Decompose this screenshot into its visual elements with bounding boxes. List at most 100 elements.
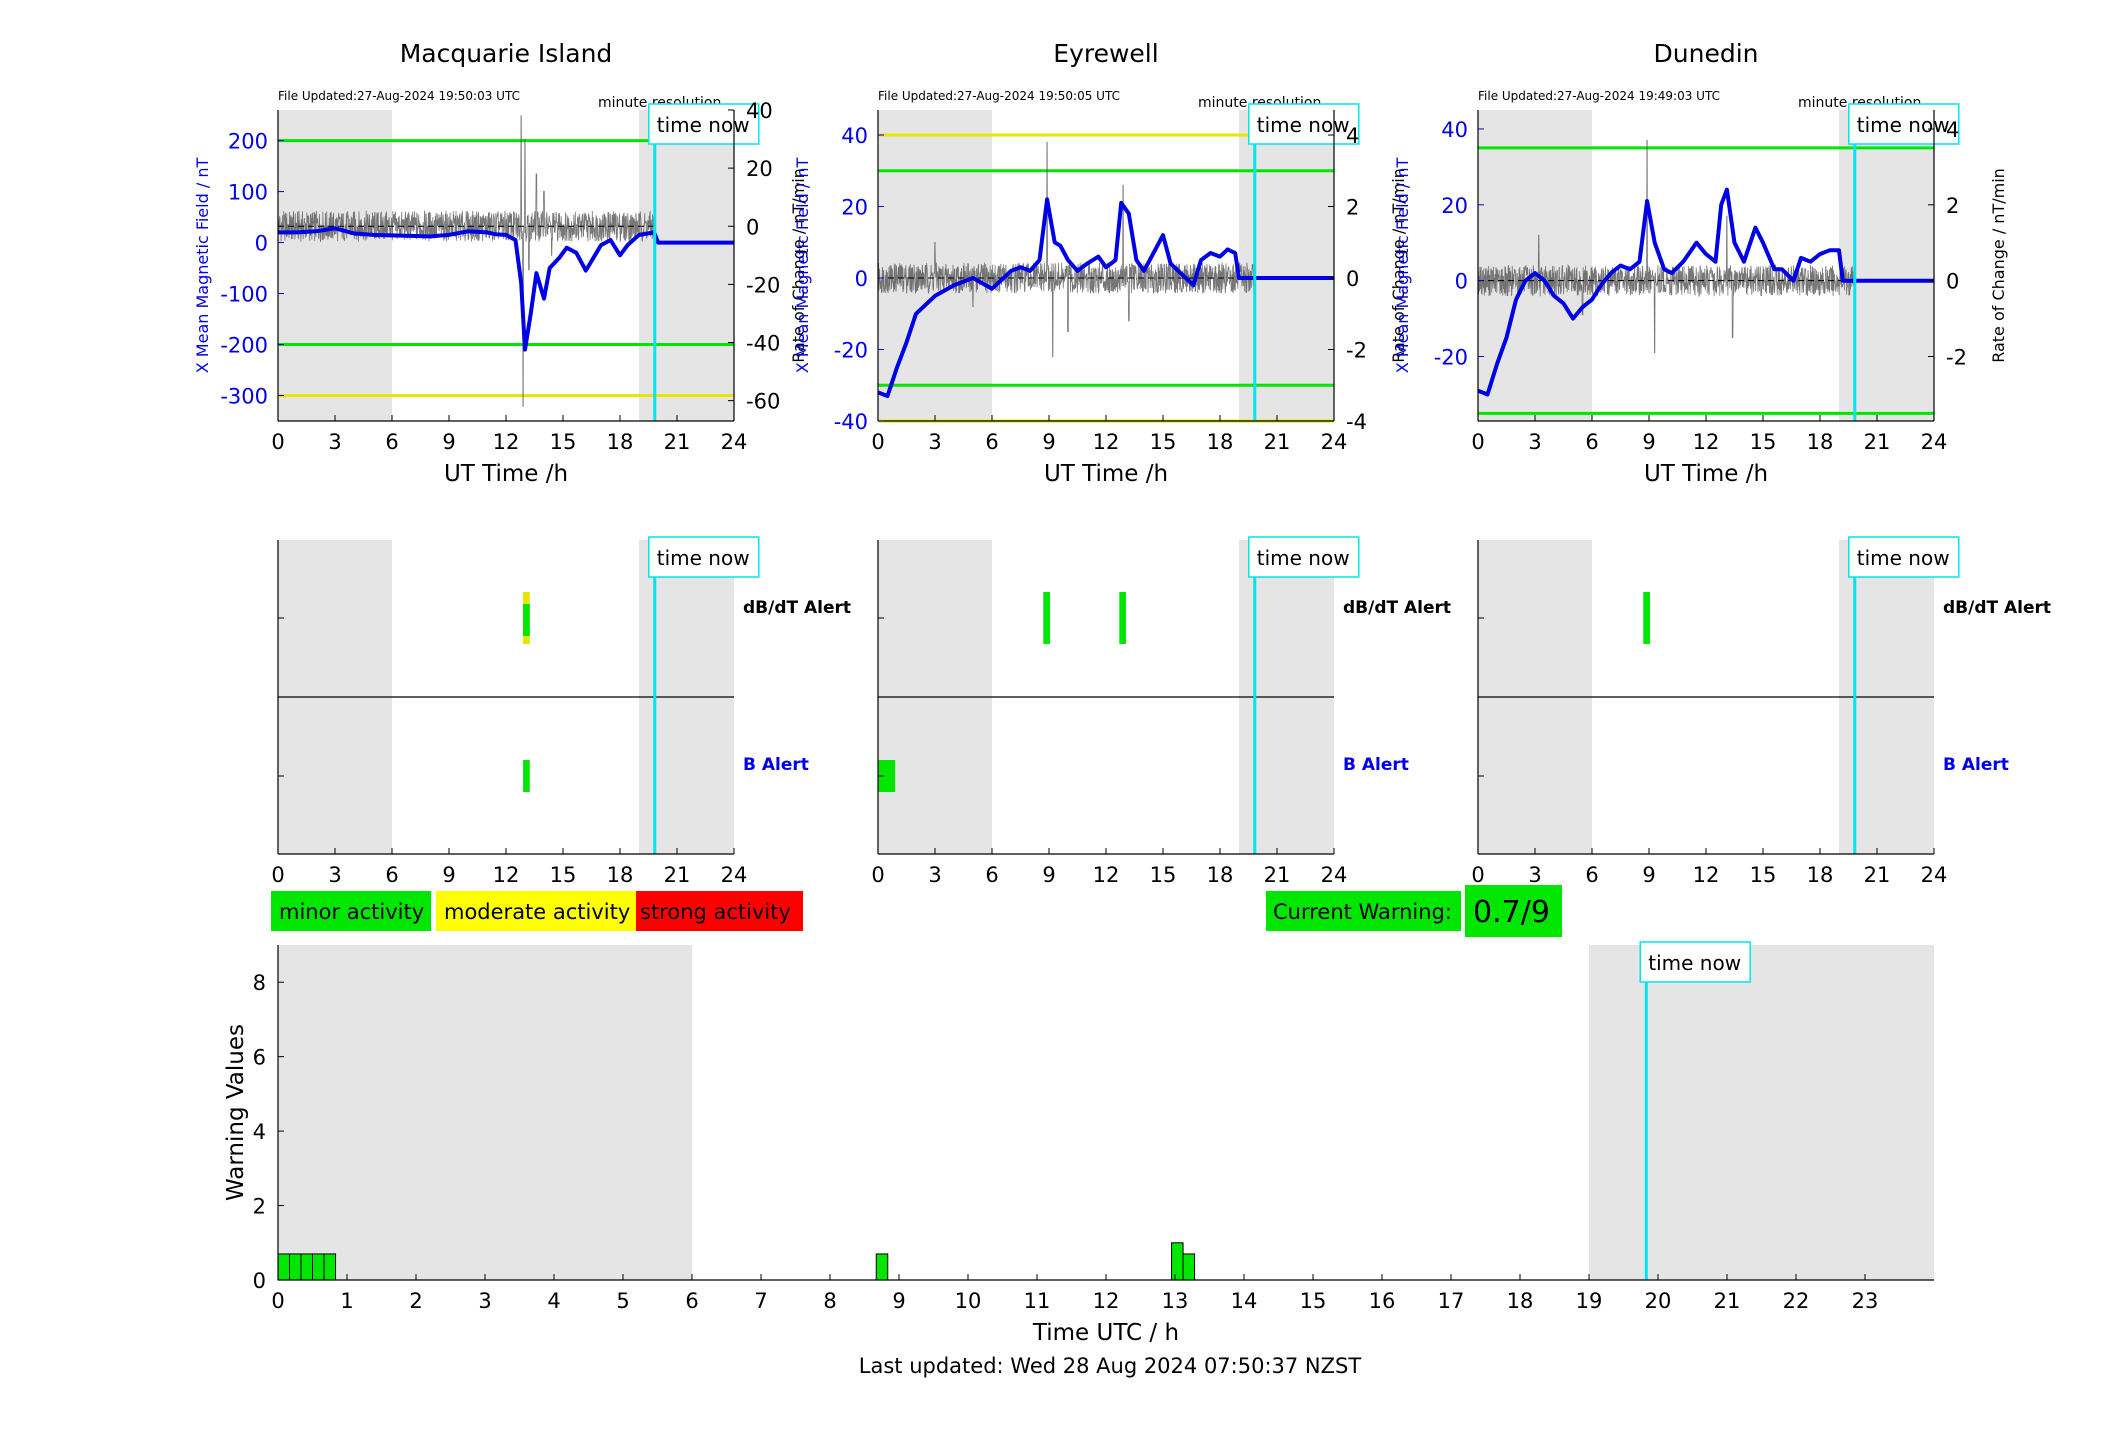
- x-tick-label: 21: [1264, 430, 1291, 454]
- x-tick-label: 9: [442, 430, 455, 454]
- x-tick-label: 9: [1042, 863, 1055, 887]
- x-axis-label: UT Time /h: [444, 461, 568, 487]
- moderate-activity-label: moderate activity: [444, 900, 630, 924]
- dbdt-alert-mark: [1043, 592, 1050, 644]
- strong-activity-label: strong activity: [640, 900, 791, 924]
- dbdt-alert-mark: [523, 604, 530, 636]
- shaded-period: [278, 110, 392, 421]
- dbdt-alert-mark: [1119, 592, 1126, 644]
- rate-of-change-trace: [1477, 139, 1856, 354]
- x-tick-label: 9: [892, 1289, 905, 1313]
- panel-0: Macquarie Island File Updated:27-Aug-2024…: [193, 39, 808, 487]
- x-tick-label: 6: [985, 863, 998, 887]
- station-title: Macquarie Island: [400, 39, 613, 68]
- shaded-period: [1589, 945, 1934, 1280]
- b-alert-mark: [523, 760, 530, 792]
- y-left-tick-label: -20: [1434, 346, 1468, 370]
- x-tick-label: 21: [1864, 863, 1891, 887]
- x-tick-label: 12: [493, 430, 520, 454]
- x-axis-label: UT Time /h: [1644, 461, 1768, 487]
- x-tick-label: 3: [1528, 863, 1541, 887]
- alert-panel-0: time now 0 3 6 9 12 15 18 21 24 dB/dT Alert B Alert: [271, 536, 851, 887]
- x-tick-label: 0: [1471, 863, 1484, 887]
- y-left-tick-label: 0: [255, 232, 268, 256]
- warning-bar: [277, 1253, 291, 1281]
- x-tick-label: 21: [1264, 863, 1291, 887]
- y-left-tick-label: -40: [834, 410, 868, 434]
- x-tick-label: 6: [985, 430, 998, 454]
- time-now-label: time now: [1257, 546, 1350, 570]
- x-tick-label: 12: [1093, 430, 1120, 454]
- minor-activity-swatch: [271, 891, 431, 931]
- alert-panel-2: time now 0 3 6 9 12 15 18 21 24 dB/dT Alert B Alert: [1471, 536, 2051, 887]
- time-now-box: [648, 103, 760, 145]
- warning-bar: [323, 1253, 337, 1281]
- y-tick-label: 0: [253, 1269, 266, 1293]
- warning-bar: [300, 1253, 313, 1281]
- x-tick-label: 15: [550, 430, 577, 454]
- x-tick-label: 18: [1807, 863, 1834, 887]
- y-right-tick-label: -60: [746, 390, 780, 414]
- x-tick-label: 23: [1852, 1289, 1879, 1313]
- time-now-label: time now: [657, 113, 750, 137]
- y-left-tick-label: 40: [841, 124, 868, 148]
- y-left-label: X Mean Magnetic Field / nT: [793, 158, 812, 374]
- moderate-activity-swatch: [436, 891, 636, 931]
- x-tick-label: 3: [328, 863, 341, 887]
- alert-panel-1: time now 0 3 6 9 12 15 18 21 24 dB/dT Alert B Alert: [871, 536, 1451, 887]
- x-tick-label: 15: [1750, 863, 1777, 887]
- x-tick-label: 12: [1693, 430, 1720, 454]
- y-left-tick-label: -100: [220, 283, 268, 307]
- x-tick-label: 18: [1207, 863, 1234, 887]
- strong-activity-swatch: [636, 891, 803, 931]
- x-tick-label: 9: [1642, 430, 1655, 454]
- dbdt-alert-mark: [1643, 592, 1650, 644]
- panel-2: Dunedin File Updated:27-Aug-2024 19:49:03…: [1393, 39, 2008, 487]
- y-right-tick-label: 0: [746, 215, 759, 239]
- x-tick-label: 12: [1093, 1289, 1120, 1313]
- y-right-tick-label: -4: [1346, 410, 1367, 434]
- minor-activity-label: minor activity: [279, 900, 424, 924]
- y-right-label: Rate of Change / nT/min: [1989, 168, 2008, 363]
- x-tick-label: 6: [1585, 430, 1598, 454]
- x-tick-label: 10: [955, 1289, 982, 1313]
- warning-bar: [312, 1253, 325, 1281]
- x-tick-label: 1: [340, 1289, 353, 1313]
- y-right-tick-label: -20: [746, 273, 780, 297]
- x-tick-label: 11: [1024, 1289, 1051, 1313]
- mean-field-line: [1477, 187, 1934, 397]
- x-tick-label: 21: [1714, 1289, 1741, 1313]
- x-axis-label: Time UTC / h: [1032, 1320, 1179, 1346]
- x-tick-label: 9: [442, 863, 455, 887]
- dbdt-alert-label: dB/dT Alert: [1943, 598, 2051, 618]
- x-tick-label: 0: [271, 430, 284, 454]
- y-right-tick-label: 40: [746, 99, 773, 123]
- y-left-tick-label: 200: [228, 130, 268, 154]
- x-tick-label: 21: [1864, 430, 1891, 454]
- panel-1: Eyrewell File Updated:27-Aug-2024 19:50:0…: [793, 39, 1408, 487]
- rate-of-change-trace: [277, 115, 655, 407]
- x-tick-label: 0: [271, 1289, 284, 1313]
- time-now-box: [1248, 536, 1360, 578]
- y-left-tick-label: -300: [220, 385, 268, 409]
- x-tick-label: 21: [664, 430, 691, 454]
- y-right-tick-label: -2: [1346, 339, 1367, 363]
- b-alert-label: B Alert: [1343, 755, 1409, 775]
- warning-bar: [875, 1253, 889, 1281]
- mean-field-line: [877, 197, 1334, 398]
- x-tick-label: 15: [550, 863, 577, 887]
- x-tick-label: 24: [1321, 430, 1348, 454]
- x-tick-label: 18: [1807, 430, 1834, 454]
- y-axis-label: Warning Values: [223, 1024, 249, 1201]
- x-tick-label: 17: [1438, 1289, 1465, 1313]
- time-now-label: time now: [1857, 546, 1950, 570]
- y-tick-label: 8: [253, 971, 266, 995]
- dbdt-alert-label: dB/dT Alert: [743, 598, 851, 618]
- y-right-tick-label: 20: [746, 157, 773, 181]
- y-right-tick-label: 2: [1346, 196, 1359, 220]
- x-tick-label: 12: [1093, 863, 1120, 887]
- b-alert-label: B Alert: [1943, 755, 2009, 775]
- x-tick-label: 24: [1921, 430, 1948, 454]
- last-updated: Last updated: Wed 28 Aug 2024 07:50:37 N…: [859, 1354, 1362, 1378]
- y-right-tick-label: 4: [1946, 118, 1959, 142]
